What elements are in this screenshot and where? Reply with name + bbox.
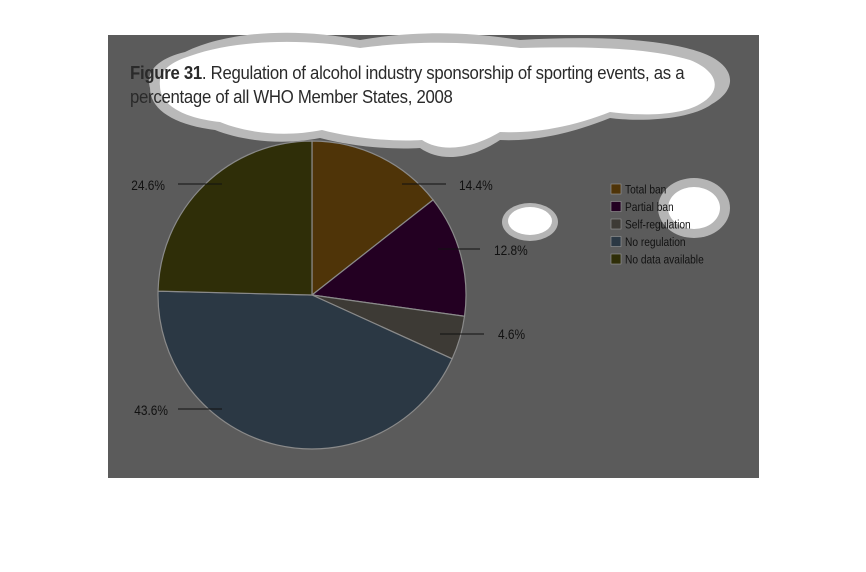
legend-swatch [610,218,622,230]
legend-label: No data available [625,254,704,267]
pie-slice-no-regulation [157,290,453,450]
percent-label: 12.8% [494,242,528,258]
percent-label: 14.4% [459,177,493,193]
percent-label: 43.6% [134,402,168,418]
pie-slice-partial-ban [310,199,467,317]
figure-caption: . Regulation of alcohol industry sponsor… [130,63,685,107]
figure-label: Figure 31 [130,63,202,83]
title-blot [159,41,715,148]
chart-legend: Total ban Partial ban Self-regulation No re… [610,183,704,267]
percent-label: 4.6% [498,326,526,342]
legend-label: Partial ban [625,201,674,214]
chart-title: Figure 31. Regulation of alcohol industr… [130,61,707,109]
legend-swatch [610,253,622,265]
percent-label: 24.6% [131,177,165,193]
legend-swatch [610,201,622,212]
pie-leader-lines [178,183,484,410]
small-blot [508,207,552,235]
legend-swatch [610,236,622,247]
legend-label: No regulation [625,236,686,249]
pie-slice-total-ban [311,140,434,297]
pie-slice-no-data-available [157,140,313,296]
pie-percent-labels: 14.4% 12.8% 4.6% 43.6% 24.6% [131,177,528,418]
legend-swatch [610,183,622,195]
legend-label: Total ban [625,184,666,197]
pie-slices [157,140,467,450]
round-blot [668,187,720,229]
legend-label: Self-regulation [625,219,691,232]
